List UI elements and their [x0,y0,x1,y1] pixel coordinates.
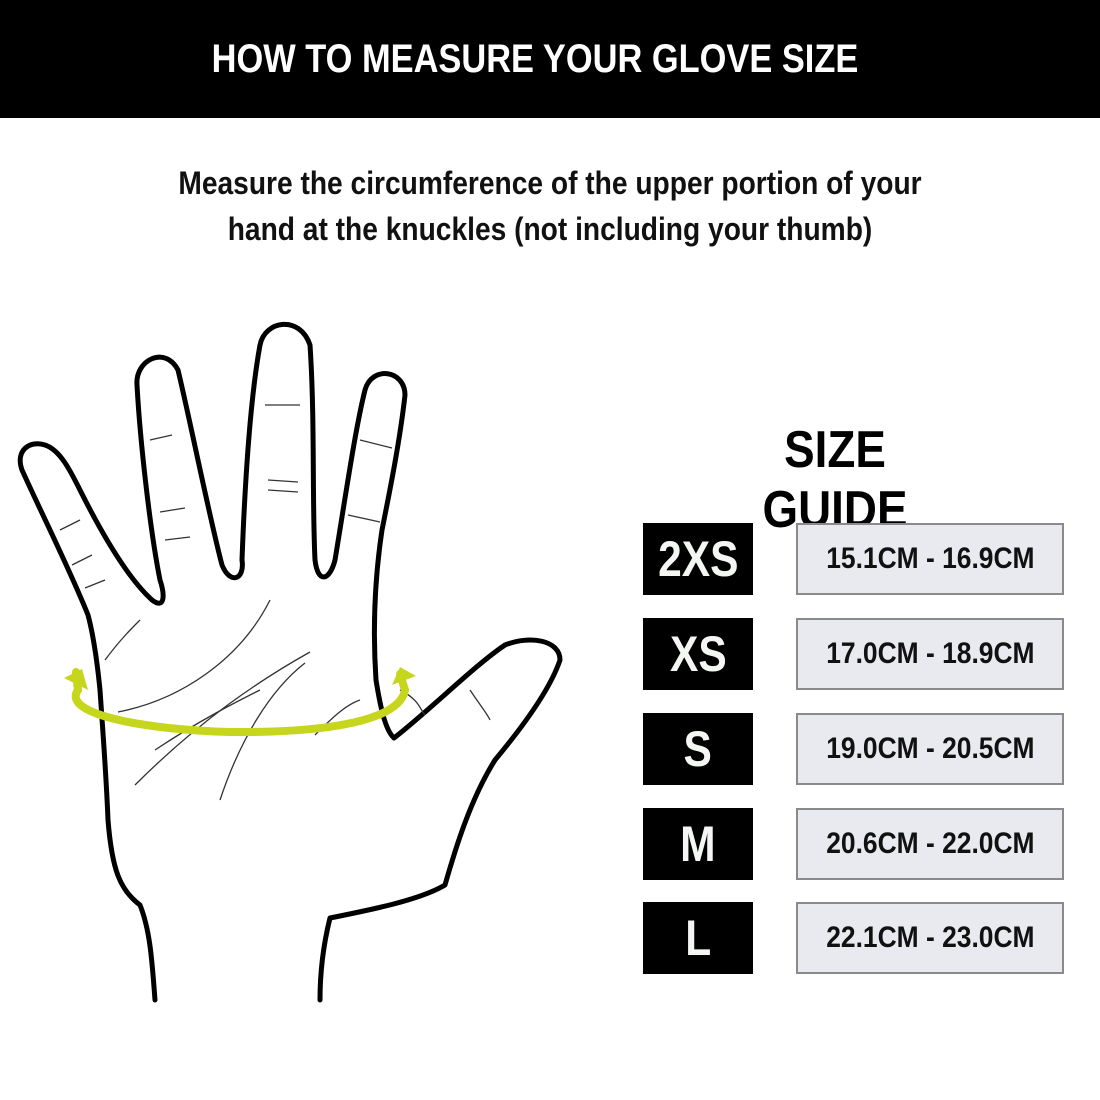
size-row-xs: XS 17.0CM - 18.9CM [643,618,1064,690]
size-label: L [643,902,753,974]
size-label: 2XS [643,523,753,595]
size-range: 20.6CM - 22.0CM [796,808,1064,880]
page-title: HOW TO MEASURE YOUR GLOVE SIZE [211,36,859,81]
size-range: 19.0CM - 20.5CM [796,713,1064,785]
arrow-head-left-icon [64,669,88,690]
size-row-l: L 22.1CM - 23.0CM [643,902,1064,974]
arrow-head-right-icon [392,667,416,685]
size-range: 17.0CM - 18.9CM [796,618,1064,690]
size-row-s: S 19.0CM - 20.5CM [643,713,1064,785]
size-label: S [643,713,753,785]
header-banner: HOW TO MEASURE YOUR GLOVE SIZE [0,0,1100,118]
hand-illustration [17,321,563,1003]
size-range: 22.1CM - 23.0CM [796,902,1064,974]
hand-outline [17,321,563,1003]
measure-instructions: Measure the circumference of the upper p… [178,165,922,247]
size-row-m: M 20.6CM - 22.0CM [643,808,1064,880]
size-guide-title: SIZE GUIDE [762,421,908,539]
size-label: XS [643,618,753,690]
size-label: M [643,808,753,880]
palm-lines [59,404,491,801]
size-row-2xs: 2XS 15.1CM - 16.9CM [643,523,1064,595]
size-range: 15.1CM - 16.9CM [796,523,1064,595]
